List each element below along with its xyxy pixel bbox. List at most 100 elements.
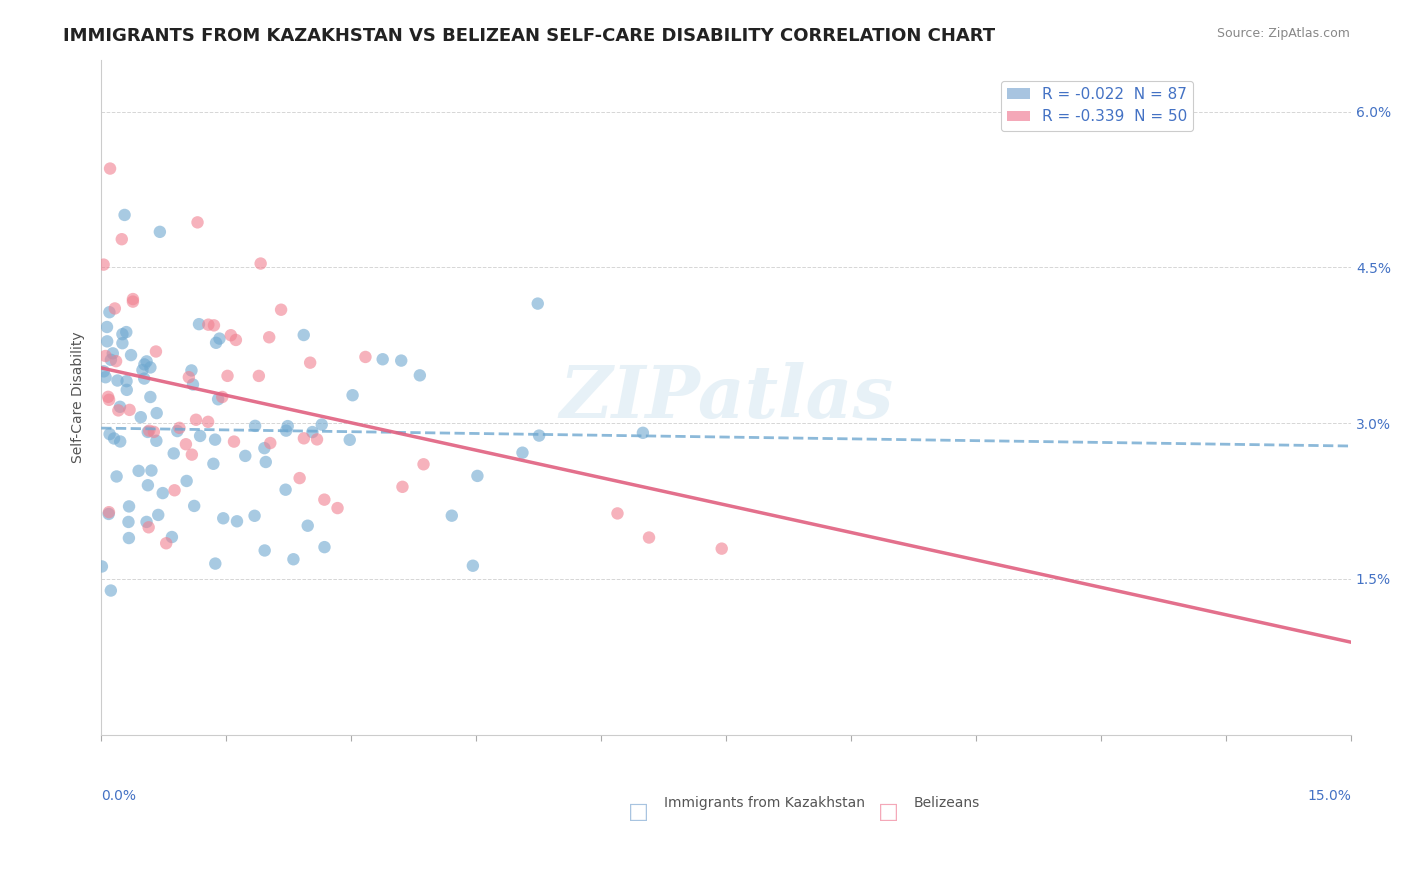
- Point: [226, 514, 249, 528]
- Point: [283, 552, 305, 566]
- Point: [311, 417, 333, 432]
- Point: [128, 464, 150, 478]
- Point: [254, 455, 277, 469]
- Text: Belizeans: Belizeans: [914, 796, 980, 810]
- Point: [100, 352, 122, 367]
- Point: [176, 474, 198, 488]
- Point: [292, 431, 315, 445]
- Point: [152, 486, 174, 500]
- Point: [163, 446, 186, 460]
- Point: [98, 305, 121, 319]
- Point: [186, 215, 208, 229]
- Legend: R = -0.022  N = 87, R = -0.339  N = 50: R = -0.022 N = 87, R = -0.339 N = 50: [1001, 81, 1194, 130]
- Point: [440, 508, 463, 523]
- Point: [155, 536, 177, 550]
- Point: [606, 507, 628, 521]
- Point: [202, 457, 225, 471]
- Point: [117, 515, 139, 529]
- Point: [97, 507, 120, 521]
- Point: [97, 505, 120, 519]
- Point: [134, 371, 156, 385]
- Point: [354, 350, 377, 364]
- Point: [212, 511, 235, 525]
- Point: [145, 434, 167, 448]
- Point: [247, 368, 270, 383]
- Point: [131, 363, 153, 377]
- Point: [94, 349, 117, 363]
- Point: [391, 480, 413, 494]
- Point: [139, 390, 162, 404]
- Point: [202, 318, 225, 333]
- Point: [233, 449, 256, 463]
- Point: [108, 400, 131, 414]
- Point: [90, 559, 112, 574]
- Point: [149, 225, 172, 239]
- Point: [259, 436, 281, 450]
- Point: [204, 557, 226, 571]
- Point: [184, 413, 207, 427]
- Point: [389, 353, 412, 368]
- Point: [225, 333, 247, 347]
- Point: [512, 445, 534, 459]
- Point: [107, 403, 129, 417]
- Point: [305, 433, 328, 447]
- Point: [141, 463, 163, 477]
- Point: [120, 348, 142, 362]
- Text: □: □: [879, 802, 898, 822]
- Point: [371, 352, 394, 367]
- Point: [166, 424, 188, 438]
- Text: Source: ZipAtlas.com: Source: ZipAtlas.com: [1216, 27, 1350, 40]
- Point: [136, 425, 159, 439]
- Point: [111, 327, 134, 342]
- Point: [243, 418, 266, 433]
- Point: [118, 531, 141, 545]
- Point: [181, 377, 204, 392]
- Point: [118, 403, 141, 417]
- Point: [115, 374, 138, 388]
- Point: [183, 499, 205, 513]
- Point: [314, 540, 336, 554]
- Point: [342, 388, 364, 402]
- Point: [249, 256, 271, 270]
- Point: [145, 406, 167, 420]
- Point: [98, 161, 121, 176]
- Point: [188, 429, 211, 443]
- Text: □: □: [628, 802, 650, 822]
- Point: [288, 471, 311, 485]
- Point: [145, 344, 167, 359]
- Point: [94, 370, 117, 384]
- Text: 0.0%: 0.0%: [101, 789, 136, 803]
- Point: [274, 424, 297, 438]
- Point: [107, 374, 129, 388]
- Point: [205, 335, 228, 350]
- Point: [105, 469, 128, 483]
- Point: [257, 330, 280, 344]
- Y-axis label: Self-Care Disability: Self-Care Disability: [72, 332, 86, 463]
- Point: [139, 360, 162, 375]
- Point: [270, 302, 292, 317]
- Text: IMMIGRANTS FROM KAZAKHSTAN VS BELIZEAN SELF-CARE DISABILITY CORRELATION CHART: IMMIGRANTS FROM KAZAKHSTAN VS BELIZEAN S…: [63, 27, 995, 45]
- Point: [461, 558, 484, 573]
- Point: [188, 317, 211, 331]
- Point: [277, 419, 299, 434]
- Point: [631, 425, 654, 440]
- Text: ZIPatlas: ZIPatlas: [560, 361, 893, 433]
- Point: [253, 543, 276, 558]
- Point: [93, 258, 115, 272]
- Point: [134, 358, 156, 372]
- Point: [96, 320, 118, 334]
- Text: 15.0%: 15.0%: [1308, 789, 1351, 803]
- Point: [111, 232, 134, 246]
- Point: [115, 383, 138, 397]
- Point: [467, 469, 489, 483]
- Point: [710, 541, 733, 556]
- Point: [174, 437, 197, 451]
- Point: [118, 500, 141, 514]
- Point: [204, 433, 226, 447]
- Text: Immigrants from Kazakhstan: Immigrants from Kazakhstan: [664, 796, 865, 810]
- Point: [526, 296, 548, 310]
- Point: [97, 390, 120, 404]
- Point: [180, 448, 202, 462]
- Point: [138, 424, 160, 438]
- Point: [339, 433, 361, 447]
